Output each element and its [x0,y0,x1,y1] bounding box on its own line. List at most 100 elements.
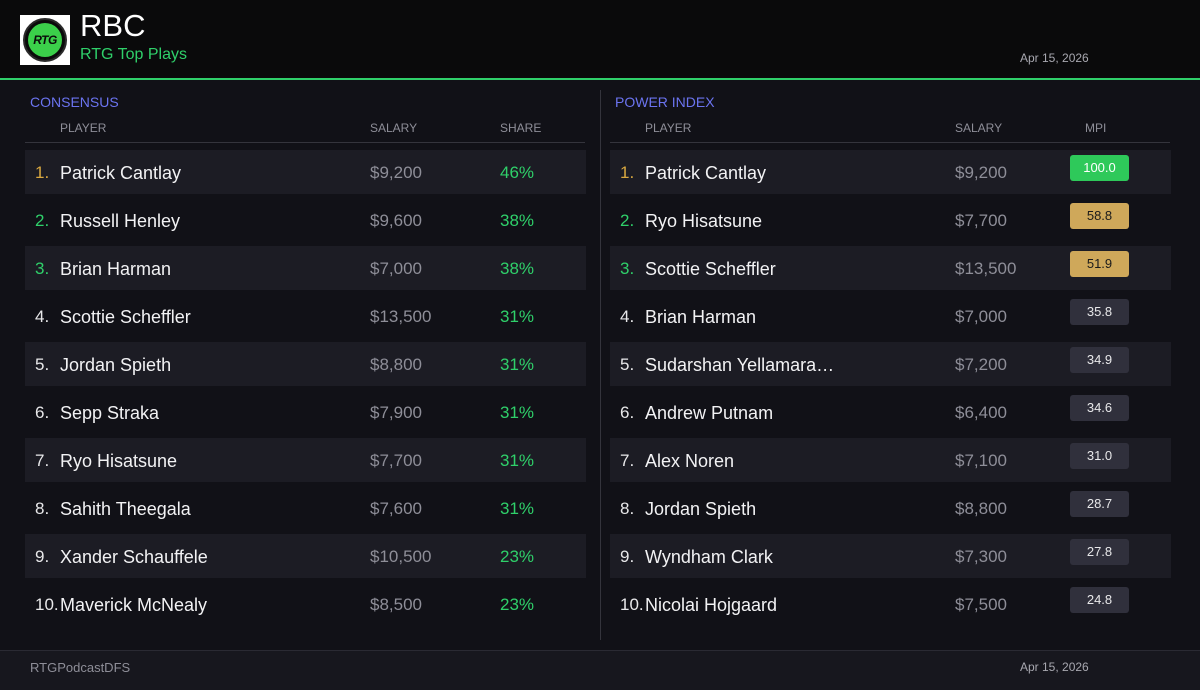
player-salary: $8,800 [370,355,422,374]
player-salary: $9,200 [955,163,1007,182]
table-row: 6. Andrew Putnam $6,400 34.6 [610,390,1171,434]
player-share: 31% [500,451,535,470]
player-name: Maverick McNealy [60,595,208,615]
logo-badge: RTG [23,18,67,62]
table-row: 8. Jordan Spieth $8,800 28.7 [610,486,1171,530]
player-name: Jordan Spieth [60,355,172,375]
table-row: 4. Brian Harman $7,000 35.8 [610,294,1171,338]
player-rank: 1. [35,163,50,182]
table-row: 1. Patrick Cantlay $9,200 46% [25,150,586,194]
table-row: 8. Sahith Theegala $7,600 31% [25,486,586,530]
player-salary: $7,000 [955,307,1007,326]
player-rank: 2. [35,211,50,230]
player-rank: 2. [620,211,635,230]
player-name: Wyndham Clark [645,547,773,567]
player-rank: 4. [620,307,635,326]
player-rank: 6. [620,403,635,422]
player-name: Xander Schauffele [60,547,208,567]
player-name: Brian Harman [645,307,757,327]
header-rule [610,142,1170,143]
player-rank: 9. [35,547,50,566]
rtg-logo: RTG [20,15,70,65]
player-salary: $8,500 [370,595,422,614]
player-salary: $6,400 [955,403,1007,422]
player-name: Scottie Scheffler [60,307,191,327]
player-share: 23% [500,595,535,614]
player-salary: $9,600 [370,211,422,230]
table-row: 6. Sepp Straka $7,900 31% [25,390,586,434]
player-name: Patrick Cantlay [645,163,767,183]
mpi-badge: 58.8 [1070,203,1129,229]
mpi-badge: 34.9 [1070,347,1129,373]
table-row: 2. Ryo Hisatsune $7,700 58.8 [610,198,1171,242]
mpi-badge: 100.0 [1070,155,1129,181]
player-salary: $8,800 [955,499,1007,518]
player-salary: $13,500 [955,259,1017,278]
footer-date: Apr 15, 2026 [1020,660,1089,674]
player-salary: $7,300 [955,547,1007,566]
player-name: Scottie Scheffler [645,259,776,279]
player-name: Sepp Straka [60,403,160,423]
player-name: Ryo Hisatsune [60,451,178,471]
player-salary: $7,000 [370,259,422,278]
player-rank: 8. [35,499,50,518]
header-rule [25,142,585,143]
table-row: 5. Jordan Spieth $8,800 31% [25,342,586,386]
player-rank: 5. [35,355,50,374]
player-rank: 8. [620,499,635,518]
table-row: 4. Scottie Scheffler $13,500 31% [25,294,586,338]
table-row: 5. Sudarshan Yellamara… $7,200 34.9 [610,342,1171,386]
player-rank: 7. [620,451,635,470]
consensus-title: CONSENSUS [30,94,119,110]
page-subtitle: RTG Top Plays [80,46,188,63]
player-rank: 1. [620,163,635,182]
consensus-col-salary: SALARY [370,121,418,135]
player-share: 46% [500,163,535,182]
panel-divider [600,90,601,640]
table-row: 9. Xander Schauffele $10,500 23% [25,534,586,578]
mpi-badge: 31.0 [1070,443,1129,469]
player-share: 38% [500,259,535,278]
player-rank: 6. [35,403,50,422]
player-rank: 10. [35,595,59,614]
player-salary: $7,900 [370,403,422,422]
player-rank: 9. [620,547,635,566]
table-row: 3. Brian Harman $7,000 38% [25,246,586,290]
player-name: Nicolai Hojgaard [645,595,778,615]
page-title: RBC [80,8,146,43]
consensus-table: 1. Patrick Cantlay $9,200 46% 2. Russell Henl… [25,150,586,630]
player-salary: $13,500 [370,307,432,326]
player-rank: 3. [35,259,50,278]
player-name: Andrew Putnam [645,403,774,423]
mpi-badge: 51.9 [1070,251,1129,277]
consensus-col-share: SHARE [500,121,542,135]
mpi-badge: 27.8 [1070,539,1129,565]
table-row: 10. Nicolai Hojgaard $7,500 24.8 [610,582,1171,626]
player-name: Sahith Theegala [60,499,191,519]
player-rank: 3. [620,259,635,278]
logo-mark: RTG [28,23,62,57]
table-row: 1. Patrick Cantlay $9,200 100.0 [610,150,1171,194]
table-row: 10. Maverick McNealy $8,500 23% [25,582,586,626]
power-index-col-player: PLAYER [645,121,692,135]
footer: RTGPodcastDFS Apr 15, 2026 [0,650,1200,690]
player-name: Brian Harman [60,259,172,279]
player-share: 31% [500,355,535,374]
player-rank: 7. [35,451,50,470]
player-name: Patrick Cantlay [60,163,182,183]
player-name: Jordan Spieth [645,499,757,519]
table-row: 2. Russell Henley $9,600 38% [25,198,586,242]
player-name: Sudarshan Yellamara… [645,355,835,375]
power-index-title: POWER INDEX [615,94,715,110]
player-share: 31% [500,403,535,422]
power-index-table: 1. Patrick Cantlay $9,200 100.0 2. Ryo Hisats… [610,150,1171,630]
player-share: 31% [500,499,535,518]
player-salary: $7,500 [955,595,1007,614]
footer-handle: RTGPodcastDFS [30,660,131,675]
player-salary: $7,100 [955,451,1007,470]
power-index-col-salary: SALARY [955,121,1003,135]
mpi-badge: 28.7 [1070,491,1129,517]
mpi-badge: 24.8 [1070,587,1129,613]
table-row: 3. Scottie Scheffler $13,500 51.9 [610,246,1171,290]
header-date: Apr 15, 2026 [1020,51,1089,65]
